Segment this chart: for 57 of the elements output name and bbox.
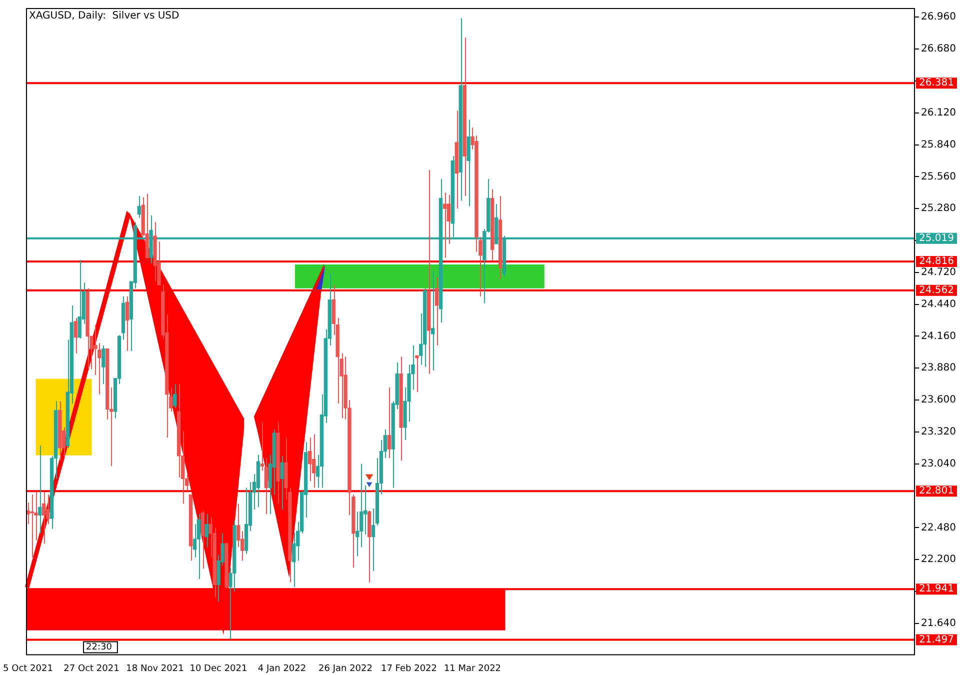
candlestick <box>415 355 419 393</box>
ref-line-label: 25.019 <box>919 232 954 244</box>
x-tick-label: 26 Jan 2022 <box>318 664 372 674</box>
x-tick-label: 10 Dec 2021 <box>190 664 248 674</box>
y-tick-label: 23.040 <box>921 458 956 470</box>
y-tick-label: 22.200 <box>921 554 956 566</box>
y-tick-label: 23.320 <box>921 426 956 438</box>
candlestick <box>308 437 312 482</box>
candlestick <box>125 296 130 352</box>
candlestick <box>30 494 34 558</box>
y-tick-label: 25.840 <box>921 139 956 150</box>
y-tick-label: 22.480 <box>921 522 956 534</box>
x-tick-label: 17 Feb 2022 <box>380 664 437 674</box>
candlestick <box>312 434 316 488</box>
candlestick <box>102 344 106 385</box>
y-tick-label: 24.160 <box>921 330 956 342</box>
ref-line-label: 22.801 <box>919 486 954 497</box>
candlestick <box>236 503 240 548</box>
y-tick-label: 21.640 <box>921 618 956 630</box>
ref-line-label: 24.816 <box>919 256 954 268</box>
y-tick-label: 23.600 <box>921 394 956 406</box>
candlestick <box>387 387 391 459</box>
x-tick-label: 27 Oct 2021 <box>64 664 120 674</box>
chart-title: XAGUSD, Daily: Silver vs USD <box>29 10 180 22</box>
candlestick <box>356 511 360 557</box>
candlestick <box>434 276 439 346</box>
candlestick <box>196 514 200 580</box>
candlestick <box>442 192 447 258</box>
ref-line-label: 21.941 <box>919 584 954 595</box>
x-tick-label: 5 Oct 2021 <box>3 664 53 674</box>
candlestick <box>430 270 435 371</box>
x-tick-label: 11 Mar 2022 <box>444 664 502 674</box>
y-tick-label: 25.560 <box>921 171 956 182</box>
ref-line-label: 26.381 <box>919 78 954 89</box>
candlestick <box>192 524 197 558</box>
y-tick-label: 23.880 <box>921 362 956 374</box>
candlestick <box>74 317 78 354</box>
x-tick-label: 4 Jan 2022 <box>258 664 306 674</box>
y-tick-label: 26.120 <box>921 107 956 118</box>
candlestick <box>173 384 177 409</box>
candlestick <box>204 514 208 548</box>
y-tick-label: 26.960 <box>921 12 956 23</box>
ref-line-label: 24.562 <box>919 285 954 296</box>
candlestick <box>280 455 284 510</box>
candlestick <box>292 532 296 588</box>
annotation: 22:30 <box>86 642 112 653</box>
ref-line-label: 21.497 <box>919 634 954 646</box>
candlestick <box>200 510 204 570</box>
x-tick-label: 18 Nov 2021 <box>126 664 184 674</box>
candlestick <box>78 259 82 340</box>
y-tick-label: 24.720 <box>921 267 956 278</box>
candlestick <box>38 445 42 534</box>
y-tick-label: 26.680 <box>921 44 956 55</box>
y-tick-label: 24.440 <box>921 298 956 310</box>
candlestick <box>42 492 46 544</box>
candlestick <box>137 196 141 218</box>
y-tick-label: 25.280 <box>921 203 956 214</box>
